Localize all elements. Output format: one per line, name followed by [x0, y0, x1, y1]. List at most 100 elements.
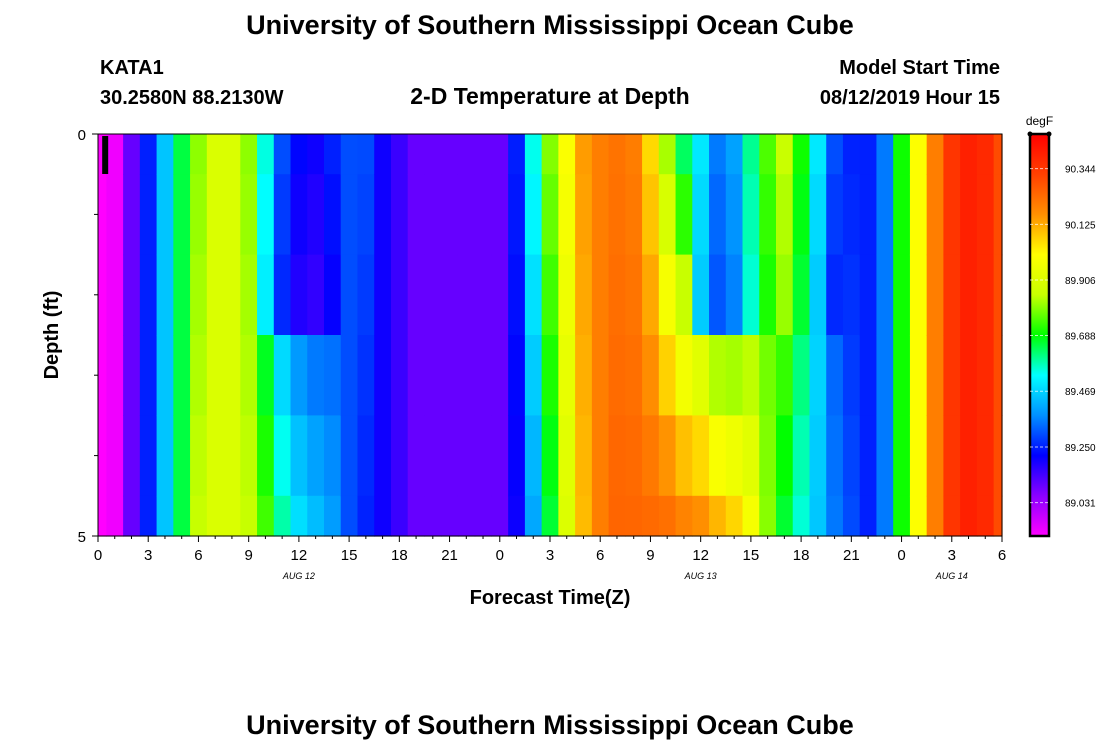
heatmap-cell	[524, 134, 543, 175]
heatmap-cell	[909, 254, 928, 336]
heatmap-cell	[591, 415, 610, 497]
heatmap-cell	[642, 254, 660, 336]
heatmap-cell	[776, 134, 794, 175]
heatmap-cell	[474, 254, 493, 336]
heatmap-cell	[909, 415, 928, 497]
heatmap-cell	[223, 415, 241, 497]
heatmap-cell	[324, 174, 342, 256]
heatmap-cell	[407, 415, 426, 497]
heatmap-cell	[558, 174, 576, 256]
heatmap-cell	[842, 254, 861, 336]
heatmap-cell	[993, 335, 1003, 416]
heatmap-cell	[307, 415, 325, 497]
heatmap-cell	[357, 495, 375, 537]
heatmap-cell	[675, 174, 693, 256]
heatmap-cell	[759, 335, 777, 416]
x-tick-label: 18	[391, 547, 408, 564]
heatmap-cell	[943, 335, 961, 416]
heatmap-cell	[759, 415, 777, 497]
heatmap-cell	[324, 134, 342, 175]
heatmap-cell	[257, 134, 275, 175]
axes: 0 3 6 9 12 15 18 21 0 3 6 9 12 15 18 21 0 3 6 AUG 12 AUG 13 A…	[78, 127, 1007, 581]
heatmap-cell	[876, 174, 894, 256]
heatmap-cell	[457, 495, 476, 537]
heatmap-cell	[608, 254, 626, 336]
heatmap-cell	[98, 254, 107, 336]
heatmap-cell	[524, 254, 543, 336]
heatmap-cell	[340, 174, 359, 256]
heatmap-cell	[642, 134, 660, 175]
heatmap-cell	[541, 174, 559, 256]
heatmap-cell	[190, 415, 208, 497]
y-tick-label: 5	[78, 529, 86, 546]
heatmap-cell	[859, 134, 878, 175]
heatmap-cell	[139, 495, 158, 537]
heatmap-cell	[759, 174, 777, 256]
heatmap-cell	[340, 495, 359, 537]
heatmap-cell	[591, 254, 610, 336]
heatmap-cell	[709, 335, 727, 416]
heatmap-cell	[290, 174, 308, 256]
heatmap-cell	[98, 174, 107, 256]
heatmap-cell	[290, 335, 308, 416]
x-tick-label: 3	[144, 547, 152, 564]
heatmap-cell	[742, 134, 760, 175]
heatmap-cell	[491, 335, 509, 416]
heatmap-cell	[290, 415, 308, 497]
x-tick-label: 0	[94, 547, 102, 564]
heatmap-cell	[340, 415, 359, 497]
heatmap-cell	[273, 134, 292, 175]
heatmap-cell	[106, 415, 124, 497]
heatmap-cell	[625, 134, 643, 175]
heatmap-cell	[675, 335, 693, 416]
heatmap-cell	[943, 495, 961, 537]
heatmap-cell	[190, 174, 208, 256]
heatmap-cell	[223, 254, 241, 336]
heatmap-cell	[658, 495, 677, 537]
heatmap-cell	[893, 254, 911, 336]
heatmap-cell	[156, 174, 174, 256]
heatmap-cell	[976, 254, 995, 336]
heatmap-cell	[943, 415, 961, 497]
heatmap-cell	[524, 335, 543, 416]
colorbar-tick-label: 89.031	[1065, 499, 1096, 510]
x-tick-label: 6	[194, 547, 202, 564]
heatmap-cell	[909, 335, 928, 416]
x-tick-label: 21	[843, 547, 860, 564]
heatmap-cell	[608, 415, 626, 497]
heatmap-cell	[993, 174, 1003, 256]
heatmap-cell	[960, 495, 978, 537]
heatmap-cell	[642, 415, 660, 497]
heatmap-cell	[893, 415, 911, 497]
heatmap-cell	[173, 134, 191, 175]
heatmap-cell	[960, 134, 978, 175]
heatmap-cell	[190, 495, 208, 537]
heatmap-cell	[658, 134, 677, 175]
heatmap-cell	[173, 174, 191, 256]
heatmap-cell	[441, 174, 459, 256]
heatmap-cell	[441, 335, 459, 416]
heatmap-cell	[223, 335, 241, 416]
heatmap-cell	[926, 335, 945, 416]
heatmap-cell	[424, 254, 442, 336]
heatmap-cell	[240, 415, 258, 497]
x-tick-label: 3	[948, 547, 956, 564]
heatmap-cell	[809, 174, 827, 256]
heatmap-cell	[257, 415, 275, 497]
heatmap-cell	[876, 134, 894, 175]
heatmap-cell	[809, 134, 827, 175]
heatmap-cell	[374, 495, 392, 537]
heatmap-cell	[776, 254, 794, 336]
heatmap-cell	[223, 174, 241, 256]
heatmap-cell	[156, 335, 174, 416]
heatmap-cell	[625, 254, 643, 336]
heatmap-cell	[859, 415, 878, 497]
heatmap-cell	[508, 495, 526, 537]
heatmap-cell	[357, 174, 375, 256]
heatmap-cell	[190, 254, 208, 336]
heatmap-cell	[324, 415, 342, 497]
x-tick-label: 9	[244, 547, 252, 564]
heatmap-cell	[324, 335, 342, 416]
heatmap-cell	[692, 254, 710, 336]
heatmap-cell	[424, 495, 442, 537]
